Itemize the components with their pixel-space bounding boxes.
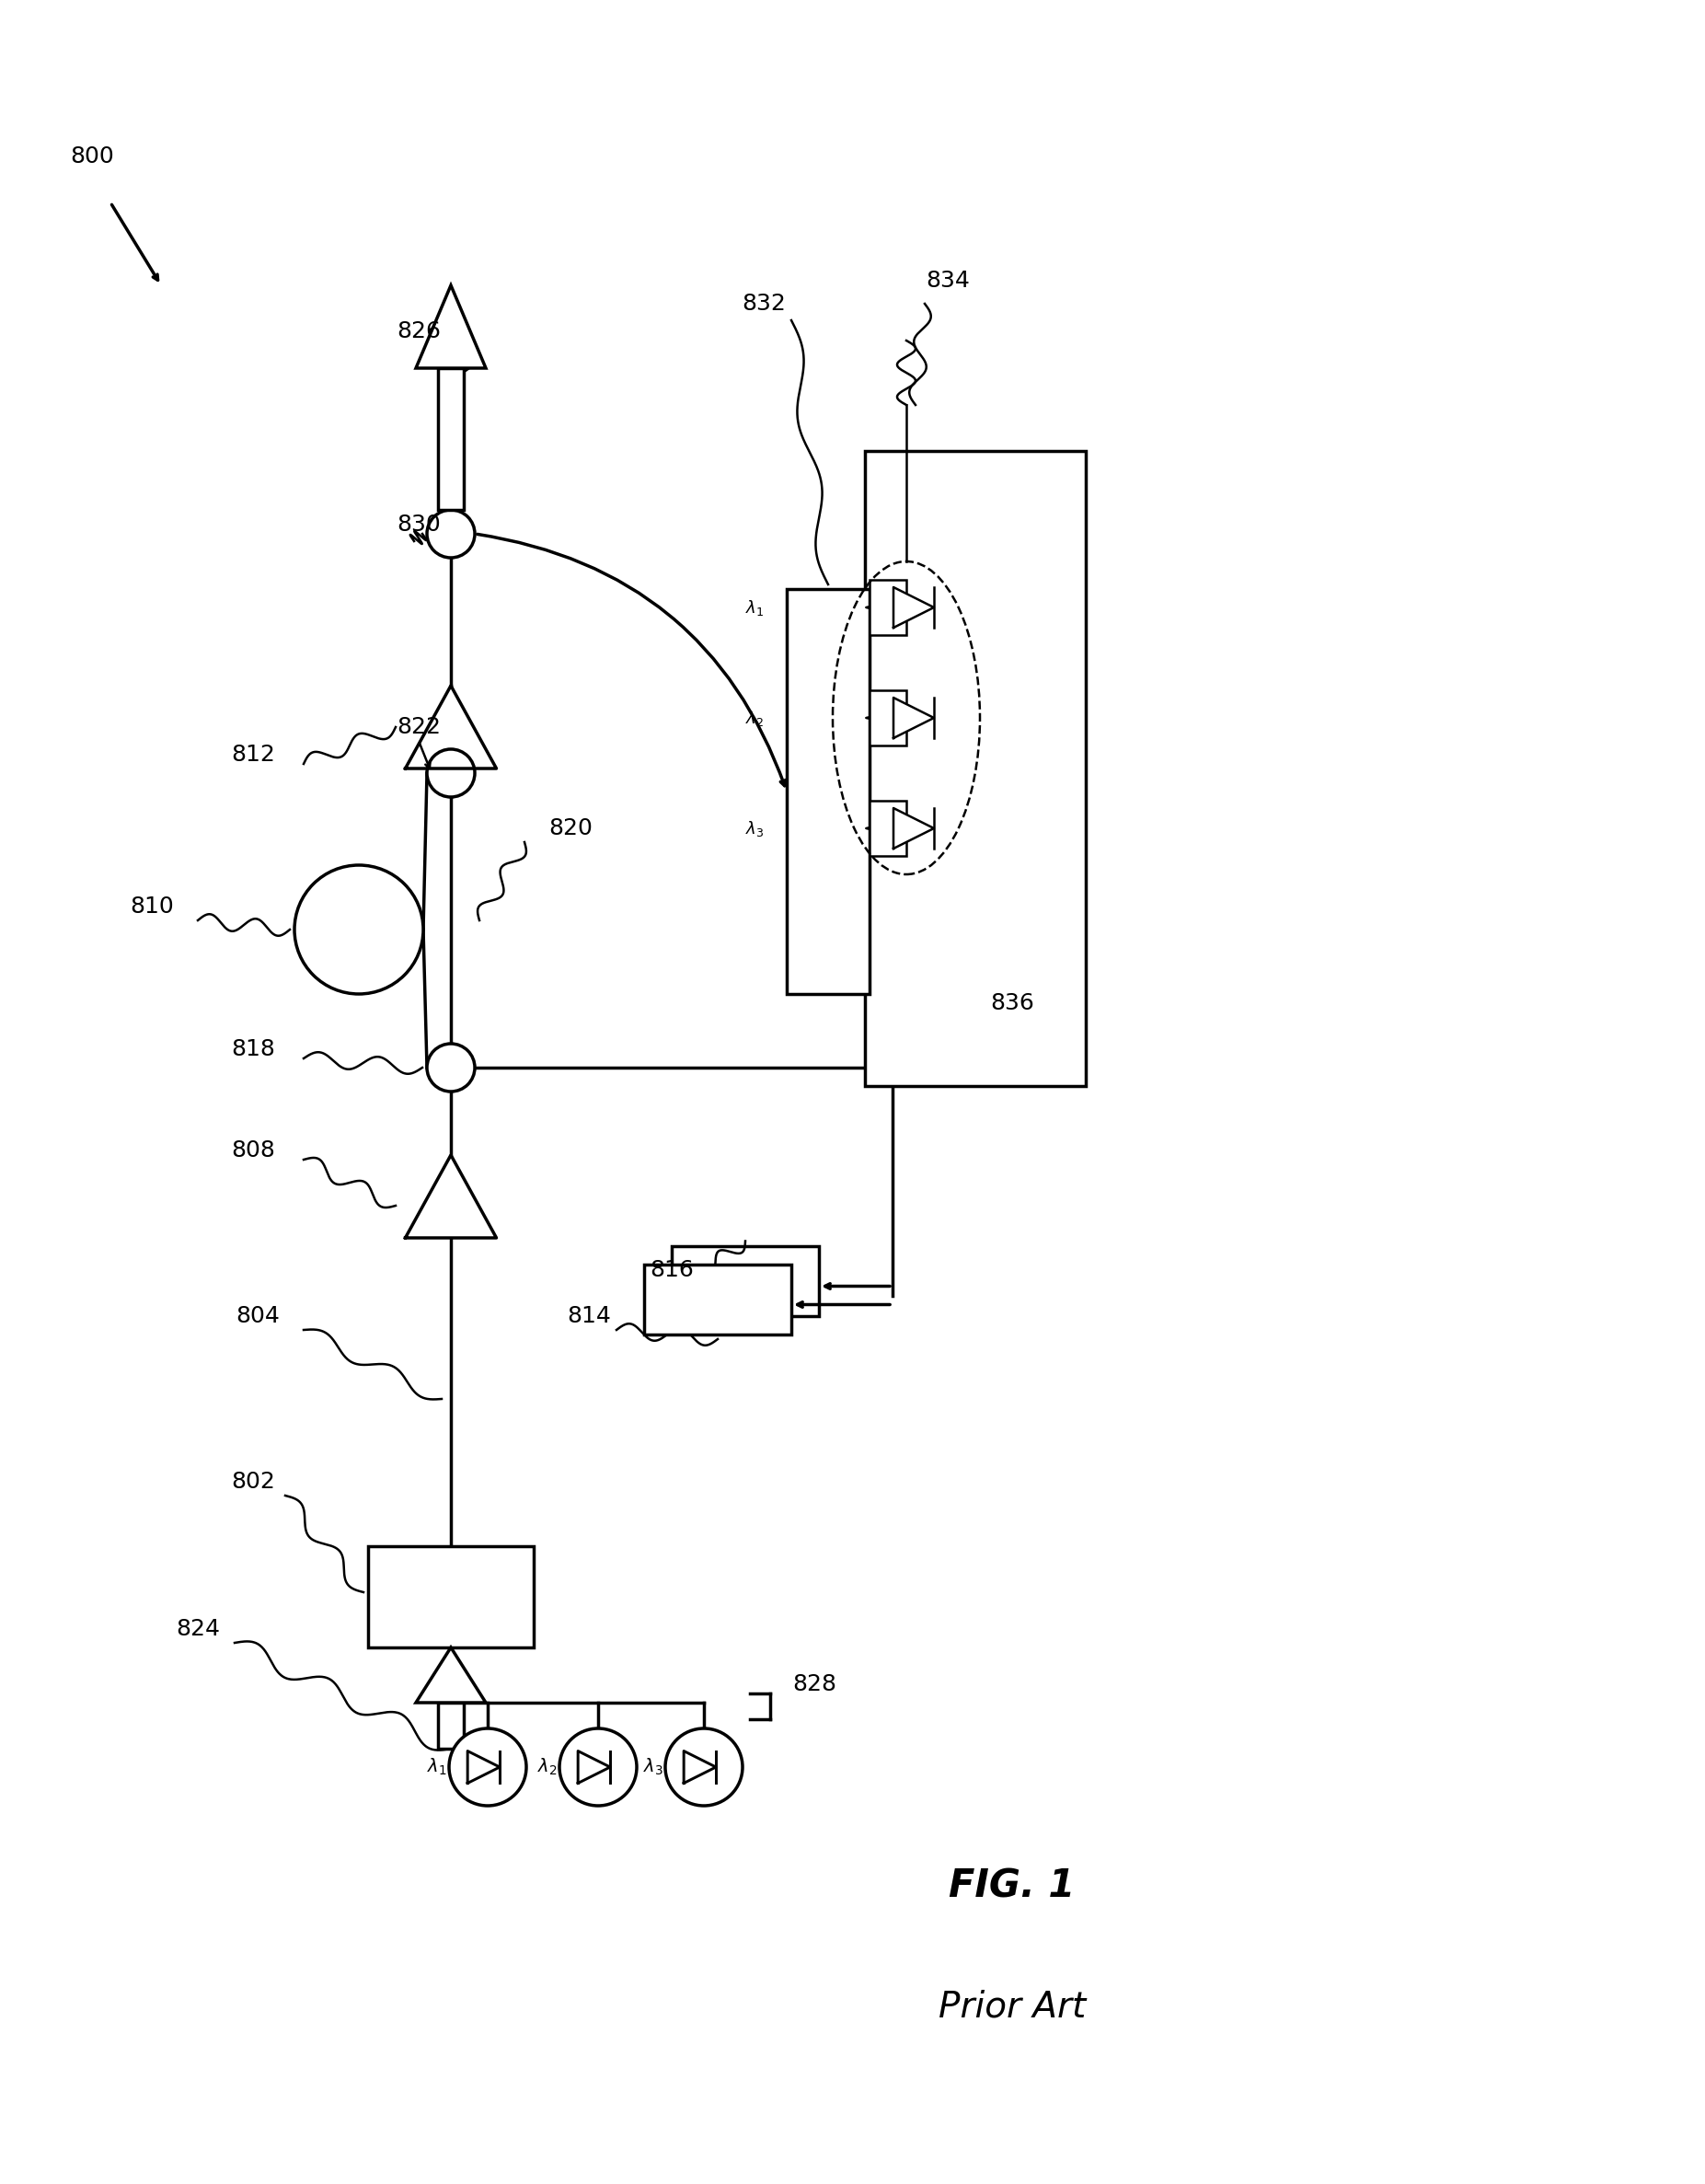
Bar [870,802,907,856]
Text: 800: 800 [70,146,114,168]
Text: 836: 836 [991,992,1035,1013]
Polygon shape [416,286,486,369]
Text: $\lambda_3$: $\lambda_3$ [643,1756,663,1778]
Text: 804: 804 [235,1306,280,1328]
Bar [368,1546,534,1647]
Polygon shape [416,1647,486,1704]
Bar [786,590,870,994]
Bar [672,1245,818,1317]
Polygon shape [406,686,496,769]
Bar [870,579,907,636]
Circle shape [426,509,474,557]
Bar [870,690,907,745]
Circle shape [448,1728,527,1806]
Text: 808: 808 [230,1140,275,1162]
Text: $\lambda_1$: $\lambda_1$ [426,1756,447,1778]
Text: 810: 810 [130,895,174,917]
Text: 812: 812 [230,743,275,767]
Bar [644,1265,791,1334]
Circle shape [665,1728,743,1806]
Text: $\lambda_1$: $\lambda_1$ [745,598,764,618]
Text: 818: 818 [230,1037,275,1059]
Text: 826: 826 [397,321,440,343]
Text: $\lambda_2$: $\lambda_2$ [537,1756,558,1778]
Text: 824: 824 [176,1618,220,1640]
Polygon shape [893,808,934,850]
Polygon shape [893,697,934,738]
Text: 802: 802 [230,1470,275,1494]
Circle shape [559,1728,636,1806]
Text: FIG. 1: FIG. 1 [950,1867,1076,1907]
Polygon shape [893,587,934,627]
Text: $\lambda_2$: $\lambda_2$ [745,708,764,727]
Text: $\lambda_3$: $\lambda_3$ [745,819,764,839]
Text: Prior Art: Prior Art [938,1990,1086,2025]
Bar [438,1704,464,1749]
Polygon shape [406,1155,496,1238]
Circle shape [426,1044,474,1092]
Circle shape [295,865,423,994]
Text: 828: 828 [793,1673,837,1695]
Bar [864,450,1086,1085]
Text: 832: 832 [742,293,786,314]
Circle shape [426,749,474,797]
Text: 822: 822 [397,716,440,738]
Text: 816: 816 [650,1258,694,1282]
Text: 814: 814 [566,1306,610,1328]
Bar [438,369,464,509]
Text: 830: 830 [397,513,440,535]
Text: 834: 834 [926,269,970,293]
Text: 820: 820 [549,817,593,839]
